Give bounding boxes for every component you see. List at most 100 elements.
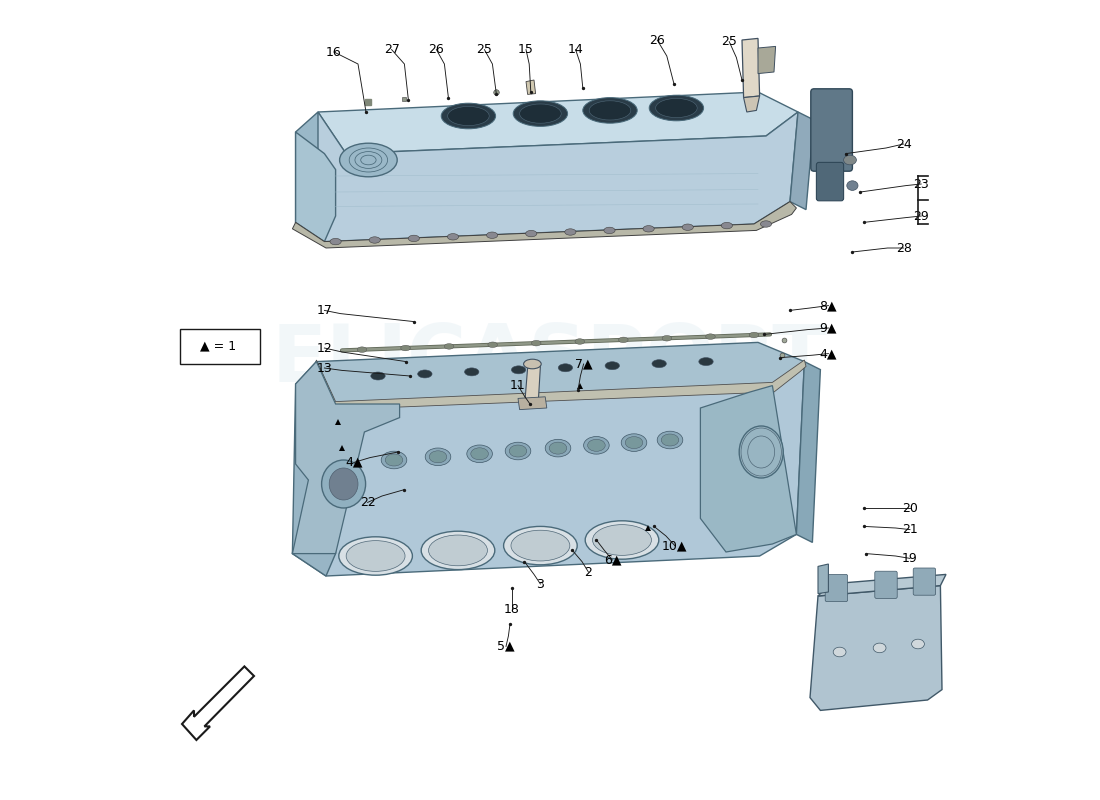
Ellipse shape [847,181,858,190]
Text: 21: 21 [902,523,917,536]
Ellipse shape [590,101,630,120]
Text: 15: 15 [518,43,534,56]
Text: 2: 2 [584,566,592,578]
Polygon shape [526,80,536,94]
Ellipse shape [426,448,451,466]
Ellipse shape [519,104,561,123]
Ellipse shape [583,98,637,123]
Polygon shape [818,564,828,594]
Ellipse shape [549,442,566,454]
Ellipse shape [448,106,490,126]
Ellipse shape [698,358,713,366]
Ellipse shape [400,346,410,351]
Ellipse shape [486,232,497,238]
Text: 10▲: 10▲ [662,539,688,552]
Text: 19: 19 [902,552,917,565]
Text: 6▲: 6▲ [604,554,622,566]
Text: 28: 28 [895,242,912,254]
Text: 25: 25 [722,35,737,48]
Polygon shape [742,38,760,98]
Ellipse shape [749,332,759,338]
FancyBboxPatch shape [179,329,261,364]
Text: 14: 14 [568,43,583,56]
Ellipse shape [912,639,924,649]
Ellipse shape [587,439,605,451]
Ellipse shape [722,222,733,229]
Text: 27: 27 [384,43,399,56]
Ellipse shape [370,237,381,243]
Ellipse shape [760,221,771,227]
Ellipse shape [657,431,683,449]
Polygon shape [525,366,540,408]
Polygon shape [182,666,254,740]
Ellipse shape [429,535,487,566]
Text: 25: 25 [476,43,493,56]
Polygon shape [293,362,804,576]
Ellipse shape [605,362,619,370]
Ellipse shape [340,143,397,177]
FancyBboxPatch shape [811,89,852,171]
Polygon shape [701,386,796,552]
Ellipse shape [321,460,365,508]
Ellipse shape [346,541,405,571]
Ellipse shape [844,155,857,165]
Ellipse shape [833,647,846,657]
Ellipse shape [514,101,568,126]
Ellipse shape [584,437,609,454]
Polygon shape [296,132,336,242]
Ellipse shape [358,347,366,353]
Polygon shape [518,397,547,410]
Polygon shape [790,112,814,210]
Text: 16: 16 [326,46,342,58]
Text: 4▲: 4▲ [345,456,363,469]
Polygon shape [810,586,942,710]
Ellipse shape [329,468,358,500]
Ellipse shape [464,368,478,376]
Ellipse shape [504,526,578,565]
Ellipse shape [418,370,432,378]
Ellipse shape [661,434,679,446]
Ellipse shape [625,437,642,449]
Text: 13: 13 [317,362,332,374]
Text: 3: 3 [537,578,544,590]
Ellipse shape [873,643,886,653]
Polygon shape [315,360,806,410]
Ellipse shape [444,343,454,349]
Ellipse shape [649,95,704,121]
Ellipse shape [526,230,537,237]
Ellipse shape [382,451,407,469]
Polygon shape [293,202,796,248]
Ellipse shape [575,338,584,344]
Text: 26: 26 [429,43,444,56]
Text: 24: 24 [895,138,912,150]
Ellipse shape [371,372,385,380]
Polygon shape [744,96,760,112]
Ellipse shape [644,226,654,232]
Text: ▲ = 1: ▲ = 1 [200,340,236,353]
Text: ELICASPORT: ELICASPORT [272,321,828,399]
Ellipse shape [564,229,576,235]
Ellipse shape [441,103,496,129]
Polygon shape [293,362,336,576]
Ellipse shape [429,451,447,463]
Text: 11: 11 [510,379,526,392]
Ellipse shape [558,364,573,372]
Ellipse shape [330,238,341,245]
Ellipse shape [585,521,659,559]
Ellipse shape [593,525,651,555]
Ellipse shape [488,342,497,347]
FancyBboxPatch shape [874,571,898,598]
Ellipse shape [705,334,715,339]
Polygon shape [758,46,776,74]
Ellipse shape [652,360,667,368]
Ellipse shape [662,335,672,341]
Ellipse shape [656,98,697,118]
Ellipse shape [682,224,693,230]
Ellipse shape [512,366,526,374]
Ellipse shape [512,530,570,561]
Text: a passion for cars since 1985: a passion for cars since 1985 [376,384,724,544]
Ellipse shape [546,439,571,457]
Text: 17: 17 [317,304,332,317]
Text: 12: 12 [317,342,332,354]
Text: 5▲: 5▲ [497,640,515,653]
